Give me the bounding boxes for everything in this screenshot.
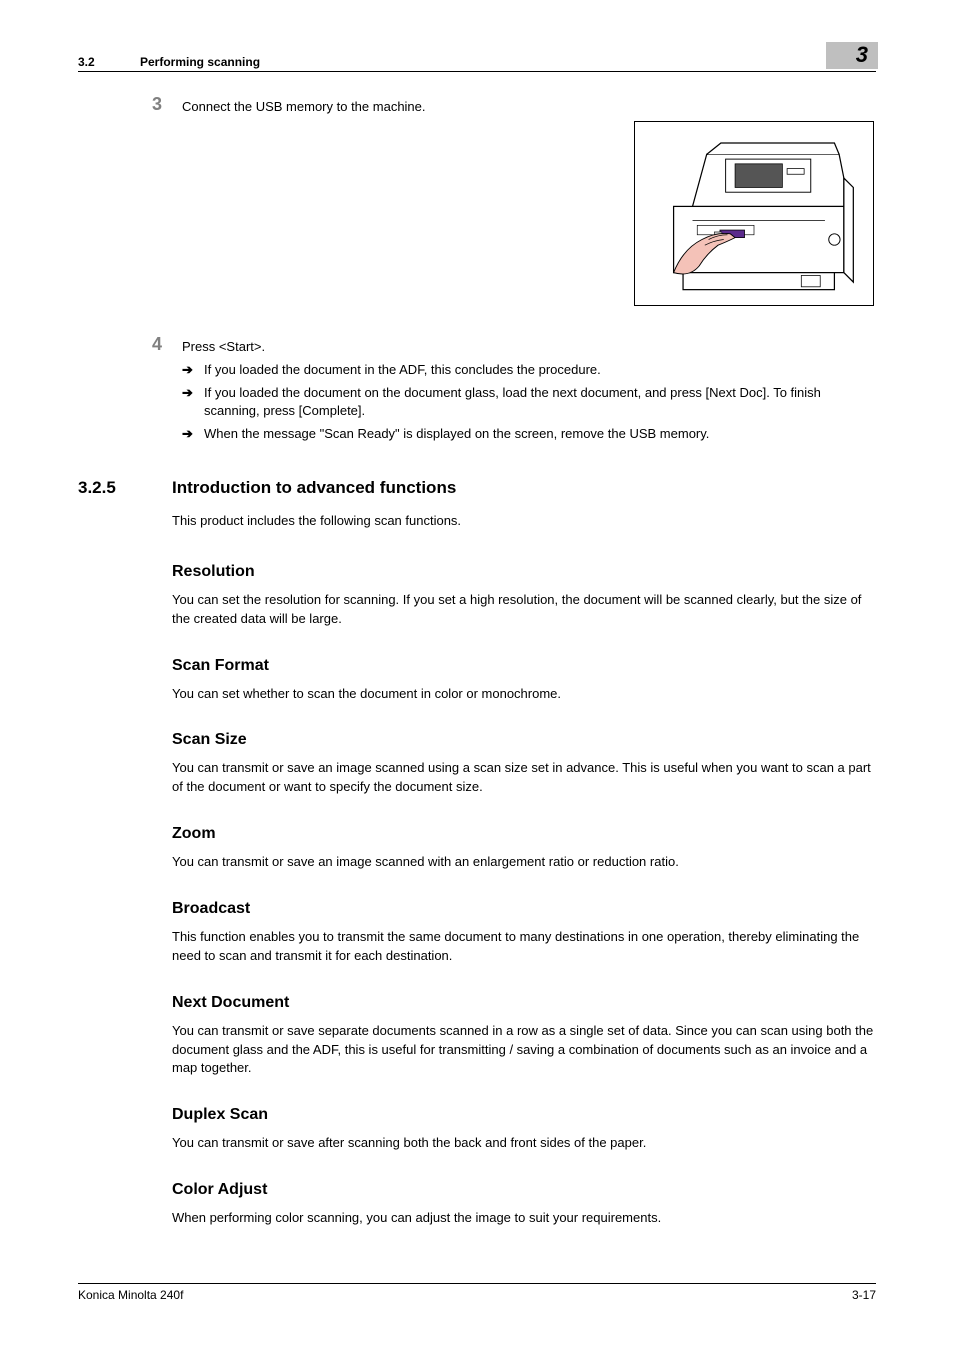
bullet-text: If you loaded the document in the ADF, t… bbox=[204, 361, 876, 380]
function-broadcast: Broadcast This function enables you to t… bbox=[172, 900, 876, 966]
chapter-badge: 3 bbox=[826, 42, 878, 69]
subsection-number: 3.2.5 bbox=[78, 478, 172, 498]
function-body: You can set whether to scan the document… bbox=[172, 685, 876, 704]
bullet-text: If you loaded the document on the docume… bbox=[204, 384, 876, 422]
subsection-heading: 3.2.5 Introduction to advanced functions bbox=[78, 478, 876, 498]
function-title: Zoom bbox=[172, 825, 876, 843]
function-body: You can set the resolution for scanning.… bbox=[172, 591, 876, 629]
function-body: When performing color scanning, you can … bbox=[172, 1209, 876, 1228]
function-body: You can transmit or save an image scanne… bbox=[172, 853, 876, 872]
section-title: Performing scanning bbox=[140, 55, 826, 69]
function-title: Duplex Scan bbox=[172, 1106, 876, 1124]
step-4: 4 Press <Start>. ➔ If you loaded the doc… bbox=[78, 334, 876, 448]
printer-figure bbox=[634, 121, 874, 306]
function-scan-size: Scan Size You can transmit or save an im… bbox=[172, 731, 876, 797]
step-text: Connect the USB memory to the machine. bbox=[182, 98, 876, 117]
list-item: ➔ If you loaded the document in the ADF,… bbox=[182, 361, 876, 380]
list-item: ➔ If you loaded the document on the docu… bbox=[182, 384, 876, 422]
step-3: 3 Connect the USB memory to the machine. bbox=[78, 94, 876, 117]
function-title: Color Adjust bbox=[172, 1181, 876, 1199]
step-4-bullets: ➔ If you loaded the document in the ADF,… bbox=[182, 361, 876, 444]
function-color-adjust: Color Adjust When performing color scann… bbox=[172, 1181, 876, 1228]
step-number: 3 bbox=[140, 94, 182, 115]
section-number: 3.2 bbox=[78, 55, 140, 69]
footer-product: Konica Minolta 240f bbox=[78, 1288, 183, 1302]
step-number: 4 bbox=[140, 334, 182, 355]
function-resolution: Resolution You can set the resolution fo… bbox=[172, 563, 876, 629]
function-duplex-scan: Duplex Scan You can transmit or save aft… bbox=[172, 1106, 876, 1153]
function-title: Next Document bbox=[172, 994, 876, 1012]
footer-page: 3-17 bbox=[852, 1288, 876, 1302]
page-footer: Konica Minolta 240f 3-17 bbox=[78, 1283, 876, 1302]
arrow-icon: ➔ bbox=[182, 384, 204, 401]
bullet-text: When the message "Scan Ready" is display… bbox=[204, 425, 876, 444]
step-text: Press <Start>. bbox=[182, 338, 876, 357]
page-header: 3.2 Performing scanning 3 bbox=[78, 42, 876, 72]
function-scan-format: Scan Format You can set whether to scan … bbox=[172, 657, 876, 704]
function-body: You can transmit or save an image scanne… bbox=[172, 759, 876, 797]
subsection-intro: This product includes the following scan… bbox=[172, 512, 876, 531]
function-title: Resolution bbox=[172, 563, 876, 581]
function-body: You can transmit or save after scanning … bbox=[172, 1134, 876, 1153]
function-next-document: Next Document You can transmit or save s… bbox=[172, 994, 876, 1079]
list-item: ➔ When the message "Scan Ready" is displ… bbox=[182, 425, 876, 444]
function-title: Broadcast bbox=[172, 900, 876, 918]
arrow-icon: ➔ bbox=[182, 361, 204, 378]
function-title: Scan Size bbox=[172, 731, 876, 749]
arrow-icon: ➔ bbox=[182, 425, 204, 442]
function-title: Scan Format bbox=[172, 657, 876, 675]
function-body: This function enables you to transmit th… bbox=[172, 928, 876, 966]
printer-icon bbox=[639, 126, 869, 301]
function-body: You can transmit or save separate docume… bbox=[172, 1022, 876, 1079]
subsection-title: Introduction to advanced functions bbox=[172, 478, 456, 498]
function-zoom: Zoom You can transmit or save an image s… bbox=[172, 825, 876, 872]
